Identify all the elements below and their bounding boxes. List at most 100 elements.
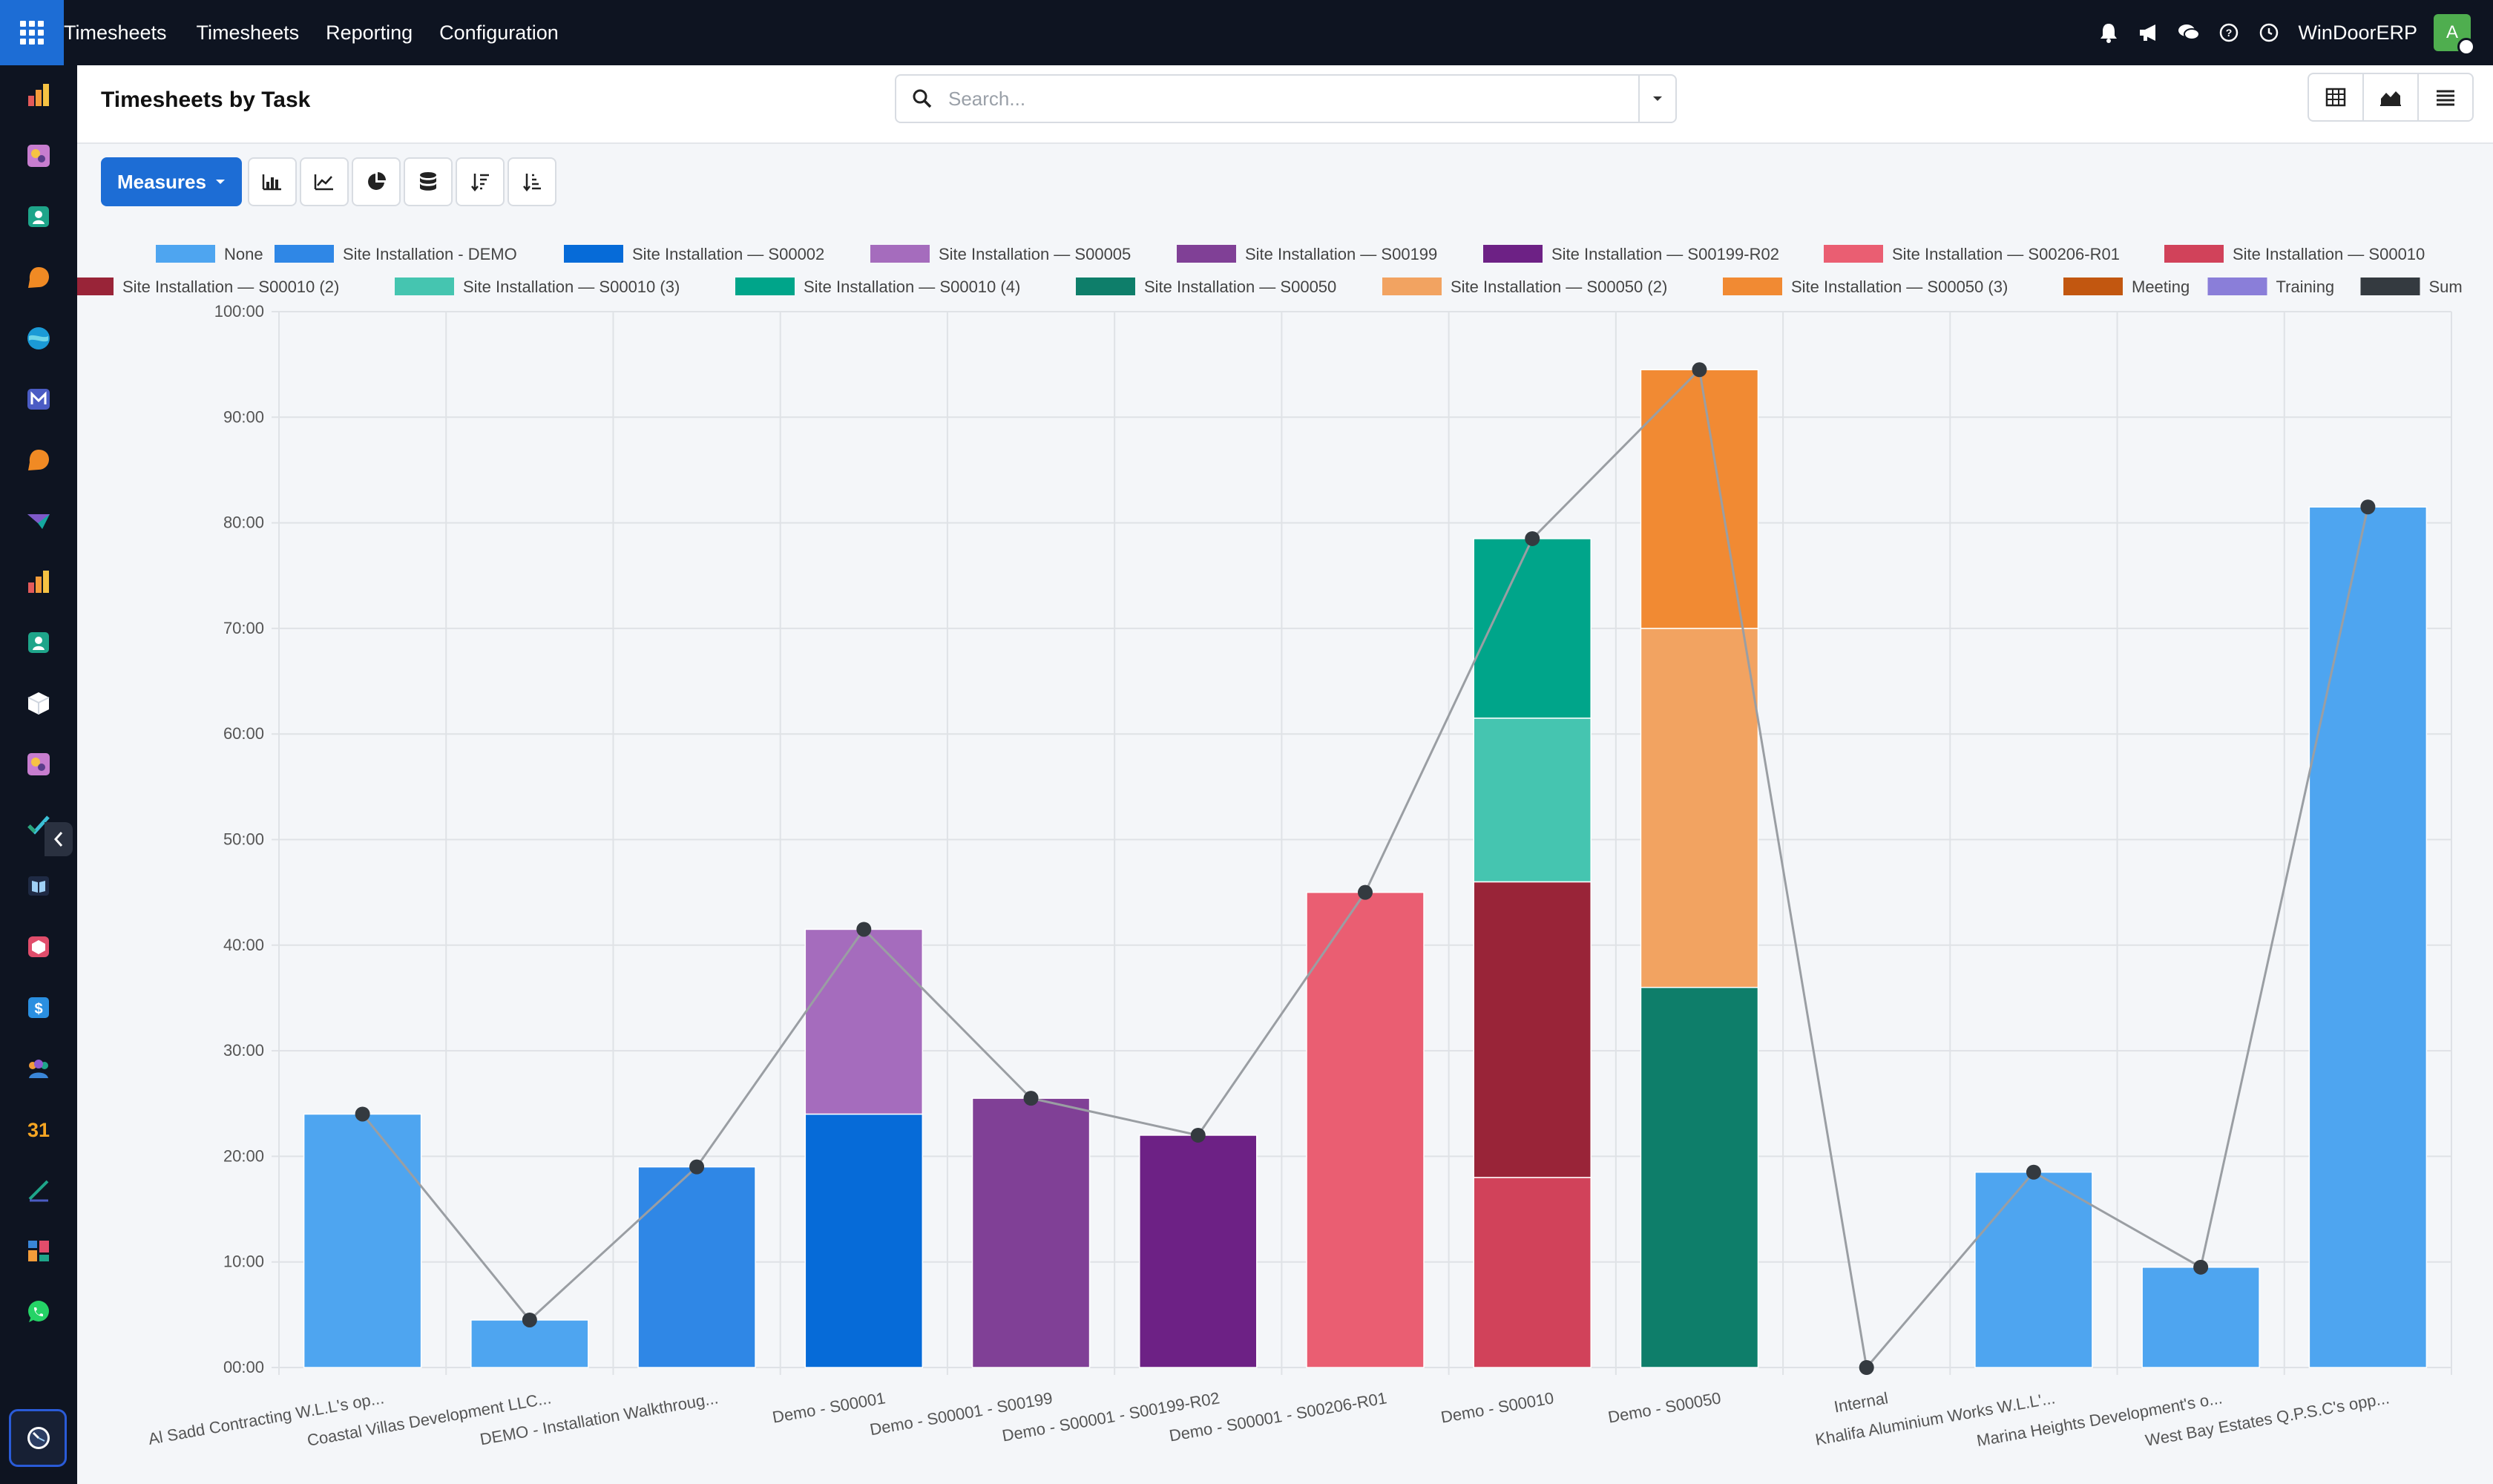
discuss-icon[interactable] <box>25 264 52 291</box>
surveys-icon[interactable] <box>25 508 52 534</box>
bar-segment[interactable] <box>303 1113 422 1368</box>
legend-label[interactable]: Site Installation — S00010 (2) <box>122 278 339 296</box>
clock-icon[interactable] <box>2258 22 2280 44</box>
menu-configuration[interactable]: Configuration <box>439 21 559 44</box>
bar-segment[interactable] <box>1974 1171 2093 1368</box>
list-view-button[interactable] <box>2417 73 2474 122</box>
legend-label[interactable]: Site Installation — S00050 <box>1144 278 1336 296</box>
employees-icon[interactable] <box>25 629 52 656</box>
sum-point[interactable] <box>856 922 872 937</box>
measures-dropdown-button[interactable]: Measures <box>101 157 242 206</box>
legend-label[interactable]: Site Installation — S00002 <box>632 245 824 263</box>
legend-label[interactable]: Training <box>2276 278 2335 296</box>
projects-icon[interactable] <box>25 142 52 169</box>
bar-segment[interactable] <box>1640 628 1759 988</box>
sum-point[interactable] <box>1358 884 1373 900</box>
analytics-icon[interactable] <box>25 568 52 595</box>
bar-segment[interactable] <box>2141 1267 2260 1368</box>
bar-segment[interactable] <box>1473 538 1592 719</box>
bar-segment[interactable] <box>1640 986 1759 1368</box>
page-title[interactable]: Timesheets by Task <box>101 88 311 112</box>
legend-swatch[interactable] <box>1824 245 1883 263</box>
sum-point[interactable] <box>689 1159 705 1175</box>
search-input[interactable] <box>948 76 1638 121</box>
tasks-icon[interactable] <box>25 812 52 838</box>
help-icon[interactable]: ? <box>2218 22 2240 44</box>
livechat-icon[interactable] <box>25 447 52 473</box>
legend-label[interactable]: Sum <box>2429 278 2463 296</box>
inventory-icon[interactable] <box>25 690 52 717</box>
legend-swatch[interactable] <box>1382 278 1442 295</box>
sum-point[interactable] <box>1190 1127 1206 1143</box>
legend-swatch[interactable] <box>2360 278 2420 295</box>
user-avatar[interactable]: A <box>2434 14 2475 56</box>
graph-view-button[interactable] <box>2362 73 2419 122</box>
whatsapp-icon[interactable] <box>25 1298 52 1325</box>
email-marketing-icon[interactable] <box>25 386 52 413</box>
menu-timesheets[interactable]: Timesheets <box>196 21 300 44</box>
chat-icon[interactable] <box>2178 22 2201 44</box>
sum-point[interactable] <box>2193 1259 2209 1275</box>
legend-swatch[interactable] <box>77 278 114 295</box>
bar-segment[interactable] <box>804 1113 924 1368</box>
pivot-view-button[interactable] <box>2308 73 2364 122</box>
products-icon[interactable] <box>25 933 52 960</box>
sort-ascending-button[interactable] <box>508 157 556 206</box>
search-options-toggle[interactable] <box>1638 76 1675 122</box>
knowledge-icon[interactable] <box>25 873 52 899</box>
legend-label[interactable]: Site Installation — S00010 <box>2233 245 2425 263</box>
bar-segment[interactable] <box>637 1166 756 1368</box>
sales-icon[interactable] <box>25 82 52 108</box>
legend-label[interactable]: Site Installation — S00010 (4) <box>804 278 1020 296</box>
legend-swatch[interactable] <box>1076 278 1135 295</box>
bar-segment[interactable] <box>804 928 924 1115</box>
sort-descending-button[interactable] <box>456 157 505 206</box>
company-switcher[interactable]: WinDoorERP <box>2298 21 2417 44</box>
bar-segment[interactable] <box>470 1319 589 1368</box>
timesheets-icon[interactable] <box>25 1425 52 1451</box>
bar-segment[interactable] <box>1640 369 1759 629</box>
sidebar-collapse-button[interactable] <box>45 822 73 856</box>
bar-segment[interactable] <box>1473 881 1592 1178</box>
legend-swatch[interactable] <box>2207 278 2267 295</box>
sum-point[interactable] <box>1525 531 1540 546</box>
documents-icon[interactable] <box>25 751 52 778</box>
legend-label[interactable]: Site Installation — S00010 (3) <box>463 278 680 296</box>
bar-segment[interactable] <box>1139 1135 1258 1368</box>
megaphone-icon[interactable] <box>2138 22 2160 44</box>
legend-label[interactable]: Meeting <box>2132 278 2190 296</box>
legend-swatch[interactable] <box>870 245 930 263</box>
legend-swatch[interactable] <box>1177 245 1236 263</box>
sum-point[interactable] <box>2026 1164 2041 1180</box>
legend-label[interactable]: Site Installation — S00005 <box>939 245 1131 263</box>
legend-swatch[interactable] <box>735 278 795 295</box>
dashboards-icon[interactable] <box>25 1238 52 1264</box>
legend-label[interactable]: Site Installation — S00050 (2) <box>1451 278 1667 296</box>
legend-swatch[interactable] <box>156 245 215 263</box>
legend-label[interactable]: None <box>224 245 263 263</box>
line-chart-button[interactable] <box>300 157 349 206</box>
legend-swatch[interactable] <box>564 245 623 263</box>
sum-point[interactable] <box>1859 1360 1874 1375</box>
legend-label[interactable]: Site Installation — S00199 <box>1245 245 1437 263</box>
accounting-icon[interactable]: $ <box>25 994 52 1021</box>
legend-label[interactable]: Site Installation — S00199-R02 <box>1551 245 1779 263</box>
sum-point[interactable] <box>355 1106 370 1122</box>
sum-point[interactable] <box>1023 1091 1039 1106</box>
sum-point[interactable] <box>522 1312 537 1327</box>
contacts-icon[interactable] <box>25 203 52 230</box>
sum-point[interactable] <box>2360 499 2376 515</box>
bar-segment[interactable] <box>971 1097 1091 1368</box>
app-title[interactable]: Timesheets <box>64 21 167 44</box>
calendar-icon[interactable]: 31 <box>25 1116 52 1143</box>
bar-segment[interactable] <box>1473 1177 1592 1368</box>
bar-segment[interactable] <box>1306 891 1425 1368</box>
menu-reporting[interactable]: Reporting <box>326 21 413 44</box>
legend-swatch[interactable] <box>1723 278 1782 295</box>
legend-swatch[interactable] <box>2063 278 2123 295</box>
sum-point[interactable] <box>1692 362 1707 378</box>
bar-segment[interactable] <box>1473 718 1592 883</box>
legend-label[interactable]: Site Installation - DEMO <box>343 245 517 263</box>
legend-swatch[interactable] <box>1483 245 1543 263</box>
bar-segment[interactable] <box>2308 506 2428 1368</box>
